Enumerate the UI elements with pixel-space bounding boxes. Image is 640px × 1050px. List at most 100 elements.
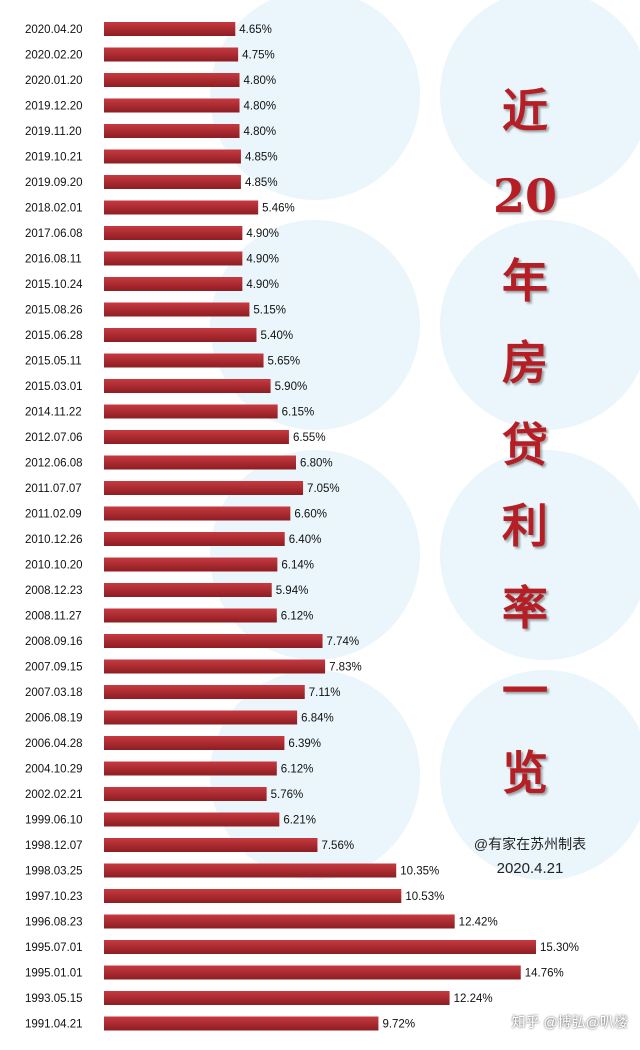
bar bbox=[104, 838, 318, 852]
bar bbox=[104, 940, 536, 954]
title-char: 率 bbox=[502, 581, 548, 635]
value-label: 10.53% bbox=[405, 891, 444, 903]
category-label: 2015.06.28 bbox=[25, 330, 83, 342]
bar bbox=[104, 379, 271, 393]
value-label: 7.74% bbox=[327, 636, 360, 648]
bar bbox=[104, 226, 243, 240]
bar bbox=[104, 124, 240, 138]
title-char: 利 bbox=[502, 499, 548, 553]
bar bbox=[104, 634, 323, 648]
value-label: 14.76% bbox=[525, 968, 564, 980]
category-label: 2015.08.26 bbox=[25, 305, 83, 317]
value-label: 5.90% bbox=[275, 381, 308, 393]
bar bbox=[104, 404, 278, 419]
bar bbox=[104, 430, 289, 444]
value-label: 4.80% bbox=[244, 126, 277, 138]
bar bbox=[104, 328, 257, 342]
value-label: 7.83% bbox=[329, 662, 362, 674]
value-label: 6.55% bbox=[293, 432, 326, 444]
value-label: 4.90% bbox=[246, 279, 279, 291]
category-label: 2007.09.15 bbox=[25, 662, 83, 674]
value-label: 7.11% bbox=[309, 687, 341, 699]
bar bbox=[104, 583, 272, 597]
category-label: 1999.06.10 bbox=[25, 815, 83, 827]
bar bbox=[104, 302, 250, 317]
category-label: 2007.03.18 bbox=[25, 687, 83, 699]
category-label: 2012.07.06 bbox=[25, 432, 83, 444]
title-char: 览 bbox=[502, 746, 548, 800]
bar bbox=[104, 1016, 379, 1031]
category-label: 2020.02.20 bbox=[25, 50, 83, 62]
bar bbox=[104, 812, 280, 827]
bar bbox=[104, 455, 296, 470]
value-label: 10.35% bbox=[400, 866, 439, 878]
bar bbox=[104, 787, 267, 801]
bar bbox=[104, 200, 259, 215]
category-label: 1997.10.23 bbox=[25, 891, 83, 903]
bar bbox=[104, 889, 402, 903]
value-label: 12.24% bbox=[454, 993, 493, 1005]
bar bbox=[104, 736, 285, 750]
category-label: 1993.05.15 bbox=[25, 993, 83, 1005]
category-label: 2011.07.07 bbox=[25, 483, 82, 495]
bar bbox=[104, 73, 240, 87]
value-label: 6.12% bbox=[281, 764, 314, 776]
date-text: 2020.4.21 bbox=[496, 860, 564, 877]
value-label: 6.80% bbox=[300, 458, 333, 470]
value-label: 5.46% bbox=[262, 203, 295, 215]
value-label: 7.05% bbox=[307, 483, 340, 495]
title-char: 一 bbox=[502, 664, 548, 718]
bar bbox=[104, 175, 241, 189]
category-label: 2020.04.20 bbox=[25, 24, 83, 36]
bar bbox=[104, 761, 277, 776]
title-char: 20 bbox=[492, 169, 557, 223]
bar bbox=[104, 710, 298, 725]
bar bbox=[104, 557, 278, 572]
value-label: 4.85% bbox=[245, 152, 278, 164]
title-char: 贷 bbox=[502, 418, 548, 472]
value-label: 6.84% bbox=[301, 713, 334, 725]
category-label: 1998.03.25 bbox=[25, 866, 83, 878]
value-label: 4.80% bbox=[244, 75, 277, 87]
category-label: 2017.06.08 bbox=[25, 228, 83, 240]
value-label: 4.90% bbox=[246, 254, 279, 266]
category-label: 2016.08.11 bbox=[25, 254, 82, 266]
value-label: 4.65% bbox=[239, 24, 272, 36]
value-label: 15.30% bbox=[540, 942, 579, 954]
category-label: 2020.01.20 bbox=[25, 75, 83, 87]
value-label: 6.15% bbox=[282, 407, 315, 419]
category-label: 2019.09.20 bbox=[25, 177, 83, 189]
value-label: 4.85% bbox=[245, 177, 278, 189]
category-label: 2002.02.21 bbox=[25, 789, 83, 801]
category-label: 2014.11.22 bbox=[25, 407, 82, 419]
bar bbox=[104, 251, 243, 266]
category-label: 1996.08.23 bbox=[25, 917, 83, 929]
value-label: 5.94% bbox=[276, 585, 309, 597]
value-label: 4.80% bbox=[244, 101, 277, 113]
category-label: 2015.10.24 bbox=[25, 279, 83, 291]
category-label: 2012.06.08 bbox=[25, 458, 83, 470]
category-label: 2011.02.09 bbox=[25, 509, 82, 521]
value-label: 6.40% bbox=[289, 534, 322, 546]
value-label: 6.12% bbox=[281, 611, 314, 623]
category-label: 1995.07.01 bbox=[25, 942, 83, 954]
title-char: 近 bbox=[502, 84, 548, 138]
value-label: 5.65% bbox=[268, 356, 301, 368]
credit-text: @有家在苏州制表 bbox=[473, 836, 587, 852]
category-label: 2006.08.19 bbox=[25, 713, 83, 725]
bar bbox=[104, 685, 305, 699]
bar bbox=[104, 149, 241, 164]
category-label: 2010.12.26 bbox=[25, 534, 83, 546]
bar bbox=[104, 914, 455, 929]
bar bbox=[104, 863, 397, 878]
value-label: 6.39% bbox=[288, 738, 321, 750]
value-label: 5.15% bbox=[253, 305, 286, 317]
bar bbox=[104, 608, 277, 623]
value-label: 5.76% bbox=[271, 789, 304, 801]
category-label: 2018.02.01 bbox=[25, 203, 83, 215]
category-label: 1998.12.07 bbox=[25, 840, 83, 852]
value-label: 9.72% bbox=[382, 1019, 415, 1031]
category-label: 2008.12.23 bbox=[25, 585, 83, 597]
watermark-text: 知乎 @博弘@叭楼 bbox=[511, 1014, 628, 1030]
